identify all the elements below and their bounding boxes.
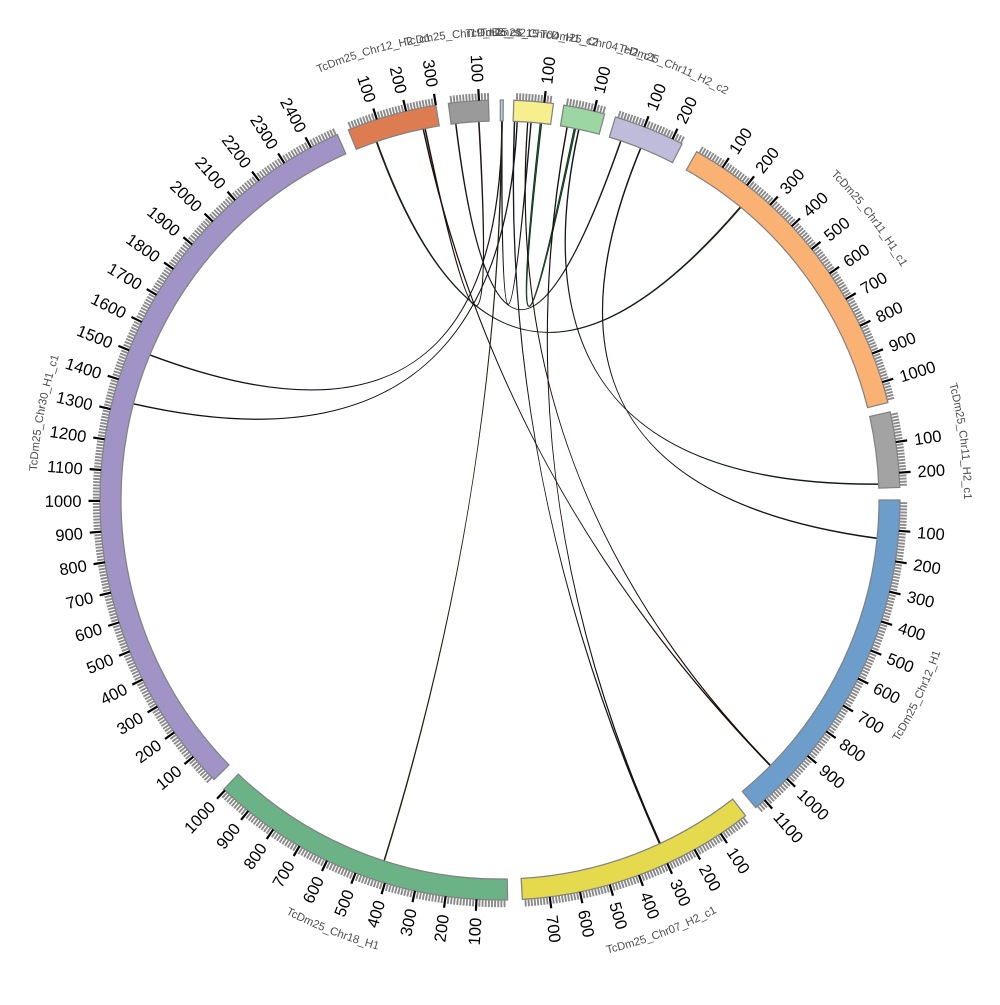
svg-text:700: 700 <box>542 914 563 944</box>
svg-text:1000: 1000 <box>45 493 82 511</box>
svg-text:1100: 1100 <box>47 458 84 479</box>
svg-text:100: 100 <box>916 524 945 544</box>
svg-text:100: 100 <box>467 54 486 82</box>
svg-text:200: 200 <box>917 461 946 481</box>
svg-text:100: 100 <box>466 917 486 946</box>
svg-text:200: 200 <box>431 914 453 944</box>
svg-text:900: 900 <box>55 525 84 545</box>
svg-text:100: 100 <box>538 56 559 85</box>
